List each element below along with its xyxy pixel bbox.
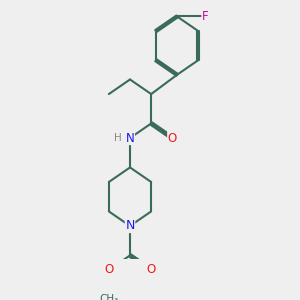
Text: O: O xyxy=(168,131,177,145)
Text: F: F xyxy=(202,10,208,23)
Text: O: O xyxy=(147,263,156,277)
Text: N: N xyxy=(126,131,134,145)
Text: H: H xyxy=(114,133,122,143)
Text: O: O xyxy=(104,263,113,277)
Text: CH₃: CH₃ xyxy=(99,294,119,300)
Text: N: N xyxy=(125,220,135,232)
